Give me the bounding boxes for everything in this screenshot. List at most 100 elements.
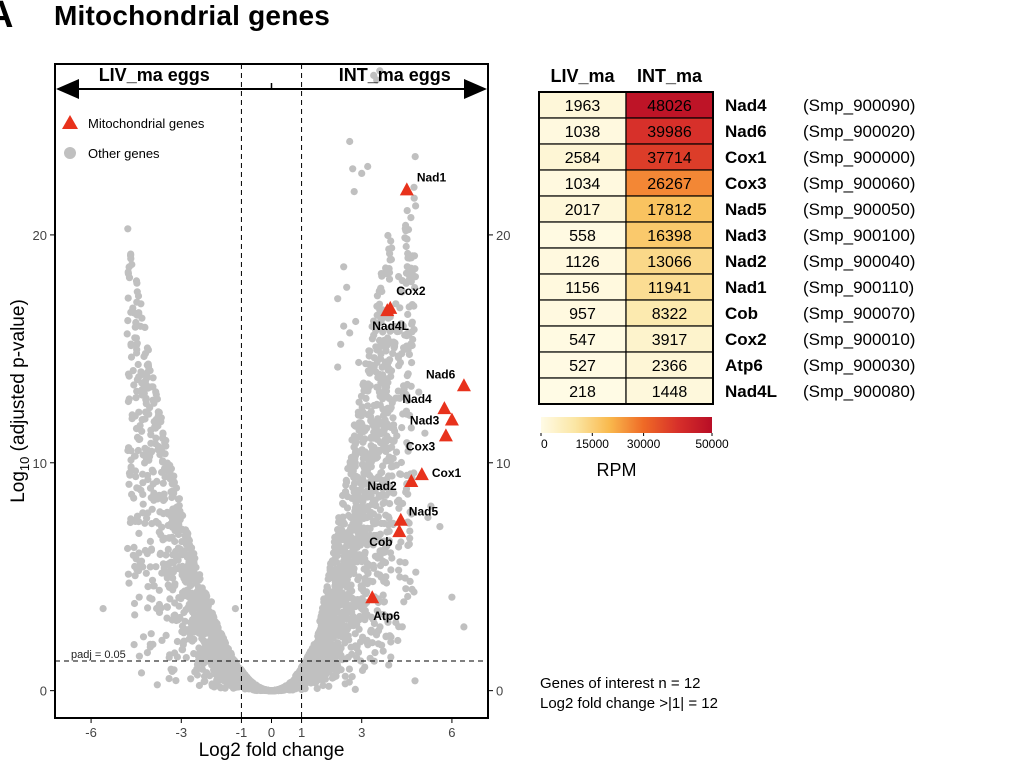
- other-gene-point: [345, 665, 353, 673]
- other-gene-point: [220, 657, 228, 665]
- other-gene-point: [350, 188, 358, 196]
- other-gene-point: [130, 641, 138, 649]
- other-gene-point: [338, 546, 346, 554]
- other-gene-point: [124, 225, 132, 233]
- other-gene-point: [349, 564, 357, 572]
- other-gene-point: [148, 505, 156, 513]
- heatmap-cell-value: 48026: [647, 98, 692, 115]
- other-gene-point: [382, 573, 390, 581]
- other-gene-point: [346, 622, 354, 630]
- other-gene-point: [176, 613, 184, 622]
- heatmap-cell-value: 547: [569, 332, 596, 349]
- other-gene-point: [221, 684, 229, 692]
- other-gene-point: [127, 255, 135, 263]
- other-gene-point: [334, 531, 342, 539]
- other-gene-point: [310, 657, 318, 665]
- other-gene-point: [167, 465, 175, 473]
- other-gene-point: [174, 530, 183, 539]
- other-gene-point: [171, 565, 180, 573]
- heatmap-gene-id: (Smp_900080): [803, 382, 915, 401]
- other-gene-point: [325, 682, 333, 690]
- other-gene-point: [339, 491, 347, 500]
- other-gene-point: [128, 490, 136, 498]
- heatmap-cell-value: 1156: [565, 280, 600, 297]
- other-gene-point: [367, 417, 375, 425]
- other-gene-point: [188, 552, 196, 560]
- other-gene-point: [378, 484, 386, 492]
- other-gene-point: [309, 644, 317, 652]
- other-gene-point: [358, 448, 366, 456]
- other-gene-point: [407, 510, 416, 518]
- other-gene-point: [338, 611, 346, 620]
- other-gene-point: [351, 462, 359, 470]
- other-gene-point: [407, 424, 415, 432]
- other-gene-point: [199, 596, 207, 604]
- other-gene-point: [262, 686, 270, 694]
- other-gene-point: [382, 447, 390, 455]
- other-gene-point: [203, 606, 212, 614]
- other-gene-point: [222, 643, 230, 652]
- other-gene-point: [402, 242, 410, 251]
- other-gene-point: [398, 424, 406, 432]
- other-gene-point: [379, 462, 387, 470]
- other-gene-point: [352, 447, 360, 455]
- heatmap-gene-name: Nad2: [725, 252, 767, 271]
- other-gene-point: [150, 582, 158, 590]
- other-gene-point: [130, 381, 138, 389]
- other-gene-point: [143, 649, 151, 657]
- other-gene-point: [344, 653, 352, 661]
- other-gene-point: [361, 550, 369, 558]
- other-gene-point: [370, 331, 378, 339]
- other-gene-point: [181, 526, 190, 534]
- other-gene-point: [191, 668, 199, 676]
- other-gene-point: [143, 452, 151, 460]
- heatmap-cell-value: 2584: [565, 150, 601, 167]
- other-gene-point: [159, 509, 167, 518]
- other-gene-point: [358, 666, 367, 675]
- other-gene-point: [132, 277, 141, 285]
- other-gene-point: [163, 603, 171, 611]
- other-gene-point: [142, 396, 150, 404]
- heatmap-gene-id: (Smp_900020): [803, 122, 915, 141]
- other-gene-point: [135, 593, 143, 601]
- other-gene-point: [172, 677, 180, 685]
- other-gene-point: [365, 352, 373, 360]
- other-gene-point: [361, 435, 369, 443]
- other-gene-point: [380, 598, 388, 606]
- other-gene-point: [421, 429, 429, 437]
- other-gene-point: [384, 409, 392, 417]
- heatmap-cell-value: 11941: [648, 280, 691, 297]
- other-gene-point: [148, 383, 156, 391]
- other-gene-point: [354, 551, 362, 559]
- other-gene-point: [360, 587, 368, 596]
- other-gene-point: [348, 615, 356, 623]
- other-gene-point: [369, 615, 377, 624]
- heatmap-gene-name: Nad1: [725, 278, 767, 297]
- other-gene-point: [210, 619, 218, 627]
- other-gene-point: [358, 558, 366, 566]
- other-gene-point: [146, 537, 154, 546]
- other-gene-point: [352, 516, 360, 524]
- other-gene-point: [357, 638, 365, 646]
- other-gene-point: [153, 681, 161, 689]
- other-gene-point: [386, 482, 394, 490]
- heatmap-gene-name: Nad4L: [725, 382, 777, 401]
- other-gene-point: [333, 608, 341, 616]
- other-gene-point: [170, 523, 178, 531]
- other-gene-point: [349, 165, 357, 173]
- other-gene-point: [404, 592, 412, 601]
- other-gene-point: [178, 571, 186, 579]
- other-gene-point: [366, 531, 374, 539]
- other-gene-point: [376, 623, 384, 631]
- other-gene-point: [324, 638, 332, 646]
- heatmap-cell-value: 1963: [565, 98, 601, 115]
- other-gene-point: [356, 479, 364, 487]
- other-gene-point: [310, 671, 318, 680]
- other-gene-point: [181, 564, 189, 572]
- other-gene-point: [134, 292, 143, 300]
- other-gene-point: [409, 252, 417, 260]
- other-gene-point: [405, 350, 413, 358]
- other-gene-point: [427, 502, 435, 510]
- other-gene-point: [367, 627, 375, 636]
- heatmap-gene-id: (Smp_900090): [803, 96, 915, 115]
